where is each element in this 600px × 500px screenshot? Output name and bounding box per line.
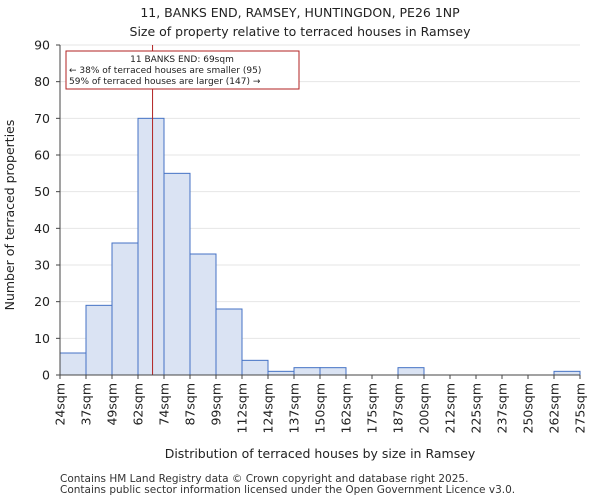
x-tick-label: 49sqm [105,383,120,426]
bar-187sqm [397,367,425,376]
y-tick-label: 30 [34,258,50,273]
x-axis-ticks: 24sqm 37sqm 49sqm 62sqm 74sqm 87sqm 99sqm 112sq… [53,375,588,433]
chart-title: 11, BANKS END, RAMSEY, HUNTINGDON, PE26 … [140,5,460,20]
y-tick-label: 40 [34,221,50,236]
x-tick-label: 87sqm [183,383,198,426]
x-tick-label: 150sqm [313,383,328,433]
x-tick-label: 37sqm [79,383,94,426]
y-tick-label: 60 [34,148,50,163]
annotation-box: 11 BANKS END: 69sqm ← 38% of terraced ho… [65,50,300,90]
y-tick-label: 80 [34,74,50,89]
footer-line-1: Contains HM Land Registry data © Crown c… [60,473,469,485]
x-tick-label: 275sqm [573,383,588,433]
x-tick-label: 250sqm [521,383,536,433]
footer-line-2: Contains public sector information licen… [60,484,516,496]
y-axis-label: Number of terraced properties [2,120,17,311]
y-tick-label: 10 [34,331,50,346]
annotation-line-1: 11 BANKS END: 69sqm [130,55,234,65]
x-tick-label: 175sqm [365,383,380,433]
bar-124sqm [267,370,295,376]
bar-37sqm [85,304,113,376]
bar-74sqm [163,172,191,376]
x-tick-label: 24sqm [53,383,68,426]
x-tick-label: 212sqm [443,383,458,433]
y-tick-label: 70 [34,111,50,126]
bars [59,117,581,376]
x-tick-label: 262sqm [547,383,562,433]
y-tick-label: 50 [34,184,50,199]
bar-87sqm [189,253,217,376]
y-tick-label: 90 [34,38,50,53]
x-axis-label: Distribution of terraced houses by size … [165,446,476,461]
x-tick-label: 124sqm [261,383,276,433]
annotation-line-2: ← 38% of terraced houses are smaller (95… [69,66,261,76]
x-tick-label: 225sqm [469,383,484,433]
x-tick-label: 74sqm [157,383,172,426]
bar-150sqm [319,367,347,376]
bar-262sqm [553,370,581,376]
x-tick-label: 237sqm [495,383,510,433]
annotation-border [65,50,300,90]
bar-137sqm [293,367,321,376]
x-tick-label: 99sqm [209,383,224,426]
x-tick-label: 162sqm [339,383,354,433]
bar-49sqm [111,242,139,376]
chart-subtitle: Size of property relative to terraced ho… [130,24,472,39]
bar-24sqm [59,352,87,376]
bar-62sqm [137,117,165,376]
y-tick-label: 0 [42,368,50,383]
x-tick-label: 200sqm [417,383,432,433]
bar-99sqm [215,308,243,376]
bar-112sqm [241,359,269,376]
y-tick-label: 20 [34,294,50,309]
x-tick-label: 137sqm [287,383,302,433]
x-tick-label: 187sqm [391,383,406,433]
x-tick-label: 62sqm [131,383,146,426]
y-axis-ticks: 0 10 20 30 40 50 60 70 80 90 [34,38,60,383]
annotation-line-3: 59% of terraced houses are larger (147) … [69,77,261,87]
x-tick-label: 112sqm [235,383,250,433]
